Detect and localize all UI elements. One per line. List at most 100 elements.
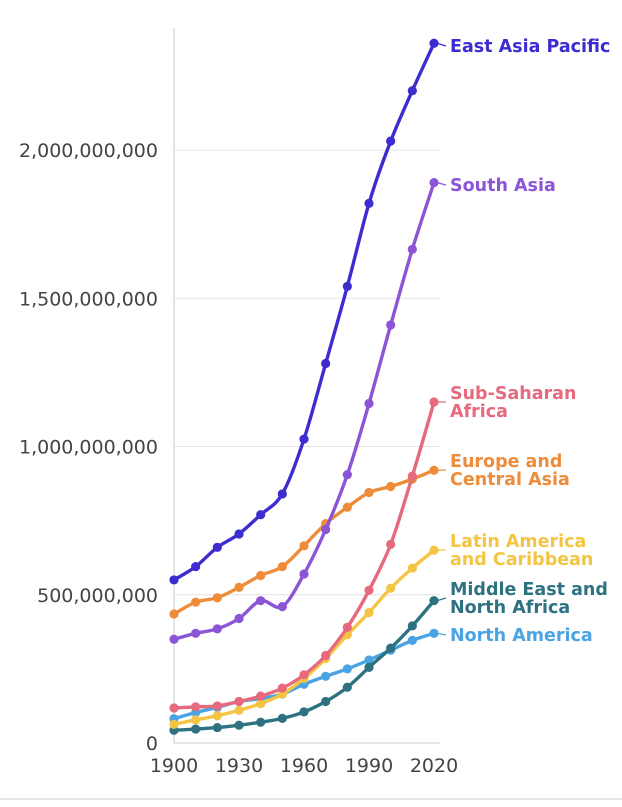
data-point-latin-america-and-caribbean-2000 <box>386 584 395 593</box>
data-point-sub-saharan-africa-1930 <box>234 697 243 706</box>
data-point-east-asia-pacific-1960 <box>299 434 308 443</box>
data-point-middle-east-and-north-africa-1950 <box>278 714 287 723</box>
data-point-south-asia-1940 <box>256 596 265 605</box>
y-tick-label: 500,000,000 <box>37 585 158 607</box>
series-label-line: North America <box>450 626 593 646</box>
data-point-sub-saharan-africa-2010 <box>408 472 417 481</box>
data-point-south-asia-1950 <box>278 602 287 611</box>
data-point-south-asia-2000 <box>386 320 395 329</box>
data-point-south-asia-1980 <box>343 470 352 479</box>
series-east-asia-pacific <box>169 39 438 585</box>
data-point-latin-america-and-caribbean-1990 <box>364 608 373 617</box>
data-point-europe-and-central-asia-1960 <box>299 541 308 550</box>
data-point-east-asia-pacific-1970 <box>321 359 330 368</box>
data-point-east-asia-pacific-1900 <box>169 575 178 584</box>
data-point-sub-saharan-africa-1990 <box>364 586 373 595</box>
x-tick-label: 1900 <box>150 755 198 777</box>
series-label-line: North Africa <box>450 598 570 618</box>
series-line-sub-saharan-africa <box>174 402 434 708</box>
data-point-east-asia-pacific-1920 <box>213 543 222 552</box>
data-point-europe-and-central-asia-1910 <box>191 598 200 607</box>
data-point-europe-and-central-asia-1940 <box>256 571 265 580</box>
data-point-europe-and-central-asia-1980 <box>343 503 352 512</box>
data-point-europe-and-central-asia-1920 <box>213 593 222 602</box>
series-label-line: South Asia <box>450 176 556 196</box>
data-point-south-asia-1990 <box>364 399 373 408</box>
series-label-line: and Caribbean <box>450 550 593 570</box>
series-group <box>169 39 438 735</box>
series-label-line: East Asia Pacific <box>450 37 610 57</box>
data-point-east-asia-pacific-1930 <box>234 529 243 538</box>
data-point-europe-and-central-asia-1990 <box>364 488 373 497</box>
data-point-middle-east-and-north-africa-2010 <box>408 621 417 630</box>
data-point-east-asia-pacific-1990 <box>364 199 373 208</box>
series-label-line: Sub-Saharan <box>450 384 576 404</box>
x-tick-label: 1990 <box>345 755 393 777</box>
data-point-south-asia-1900 <box>169 635 178 644</box>
data-point-sub-saharan-africa-1960 <box>299 670 308 679</box>
series-label-north-america: North America <box>450 626 593 646</box>
x-tick-labels: 1900 1930 1960 1990 2020 <box>150 755 458 777</box>
y-tick-label: 1,500,000,000 <box>19 288 158 310</box>
data-point-south-asia-1960 <box>299 569 308 578</box>
series-label-line: Latin America <box>450 532 586 552</box>
data-point-south-asia-1970 <box>321 525 330 534</box>
x-tick-label: 2020 <box>410 755 458 777</box>
series-europe-and-central-asia <box>169 466 438 619</box>
series-label-line: Africa <box>450 402 508 422</box>
data-point-europe-and-central-asia-2000 <box>386 482 395 491</box>
series-label-line: Middle East and <box>450 580 608 600</box>
data-point-north-america-1970 <box>321 672 330 681</box>
data-point-south-asia-2010 <box>408 245 417 254</box>
data-point-north-america-2010 <box>408 636 417 645</box>
data-point-middle-east-and-north-africa-1970 <box>321 697 330 706</box>
y-tick-label: 1,000,000,000 <box>19 437 158 459</box>
y-tick-label: 2,000,000,000 <box>19 140 158 162</box>
data-point-latin-america-and-caribbean-1900 <box>169 720 178 729</box>
series-label-line: Central Asia <box>450 470 570 490</box>
data-point-sub-saharan-africa-1910 <box>191 702 200 711</box>
data-point-europe-and-central-asia-1950 <box>278 562 287 571</box>
series-south-asia <box>169 178 438 644</box>
data-point-latin-america-and-caribbean-1930 <box>234 706 243 715</box>
grid-lines <box>174 150 440 595</box>
data-point-sub-saharan-africa-1940 <box>256 692 265 701</box>
data-point-latin-america-and-caribbean-1910 <box>191 715 200 724</box>
data-point-east-asia-pacific-1910 <box>191 562 200 571</box>
series-label-east-asia-pacific: East Asia Pacific <box>450 37 610 57</box>
data-point-sub-saharan-africa-1920 <box>213 701 222 710</box>
data-point-south-asia-1910 <box>191 629 200 638</box>
data-point-sub-saharan-africa-1970 <box>321 651 330 660</box>
data-point-latin-america-and-caribbean-2010 <box>408 563 417 572</box>
data-point-europe-and-central-asia-1930 <box>234 583 243 592</box>
data-point-east-asia-pacific-2010 <box>408 86 417 95</box>
data-point-north-america-1980 <box>343 664 352 673</box>
data-point-east-asia-pacific-1980 <box>343 282 352 291</box>
data-point-sub-saharan-africa-1950 <box>278 684 287 693</box>
data-point-middle-east-and-north-africa-1940 <box>256 718 265 727</box>
x-tick-label: 1930 <box>215 755 263 777</box>
data-point-middle-east-and-north-africa-2000 <box>386 644 395 653</box>
data-point-sub-saharan-africa-1900 <box>169 703 178 712</box>
y-tick-labels: 0 500,000,000 1,000,000,000 1,500,000,000 2,… <box>19 140 158 755</box>
data-point-east-asia-pacific-1940 <box>256 510 265 519</box>
data-point-middle-east-and-north-africa-1920 <box>213 723 222 732</box>
series-label-south-asia: South Asia <box>450 176 556 196</box>
x-tick-label: 1960 <box>280 755 328 777</box>
data-point-middle-east-and-north-africa-1910 <box>191 724 200 733</box>
data-point-middle-east-and-north-africa-1960 <box>299 707 308 716</box>
data-point-middle-east-and-north-africa-1990 <box>364 663 373 672</box>
y-tick-label: 0 <box>146 733 158 755</box>
data-point-middle-east-and-north-africa-1930 <box>234 721 243 730</box>
data-point-south-asia-1930 <box>234 614 243 623</box>
data-point-middle-east-and-north-africa-1980 <box>343 683 352 692</box>
data-point-south-asia-1920 <box>213 624 222 633</box>
data-point-east-asia-pacific-2000 <box>386 137 395 146</box>
data-point-latin-america-and-caribbean-1920 <box>213 711 222 720</box>
